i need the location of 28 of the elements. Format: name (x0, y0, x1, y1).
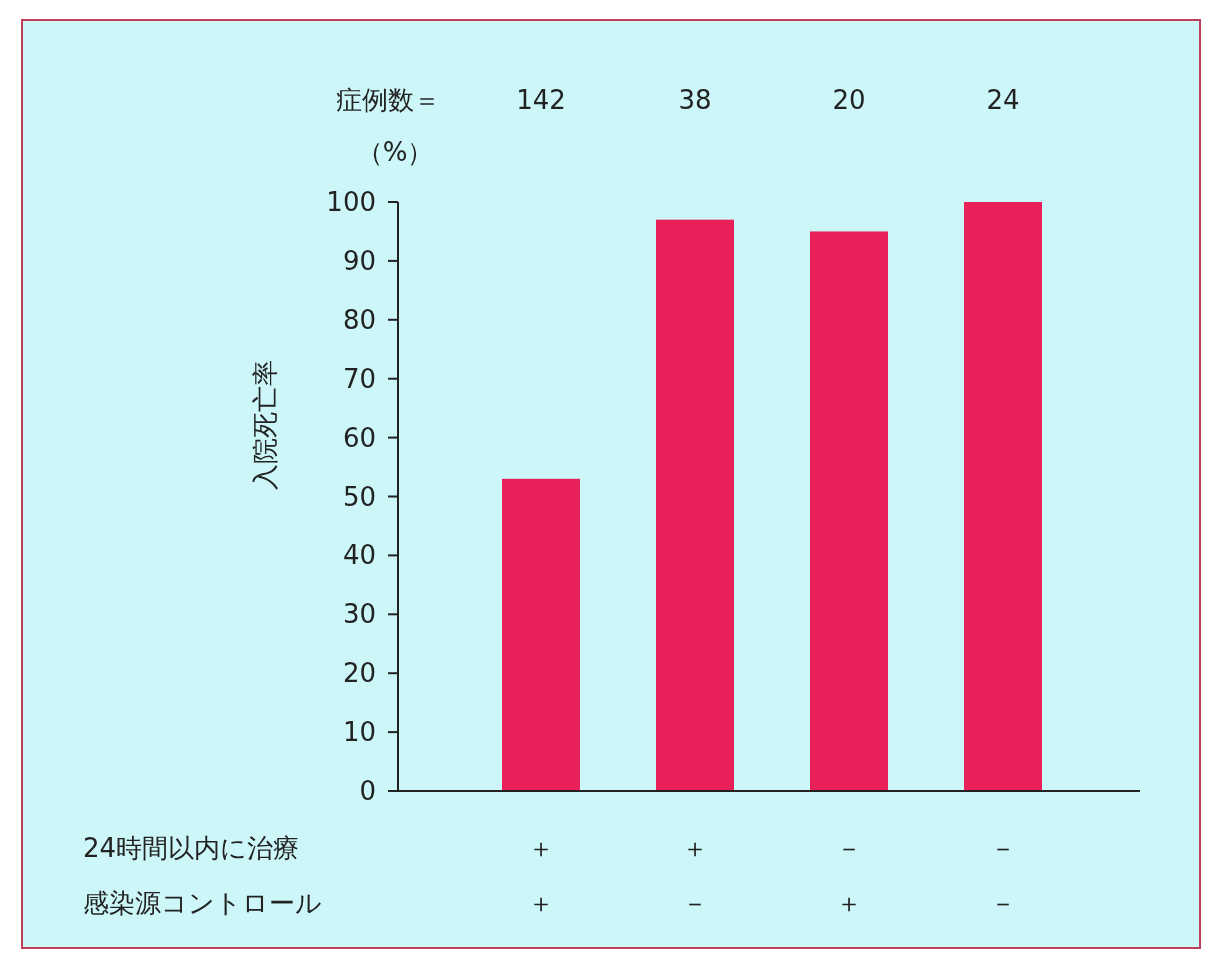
bar (656, 219, 734, 791)
text: 20 (832, 85, 866, 115)
y-tick-label: 60 (342, 422, 376, 453)
y-tick-label: 70 (342, 363, 376, 394)
y-tick-label: 30 (342, 599, 376, 630)
text: 142 (516, 85, 566, 115)
x-tick-label: ＋－ (682, 833, 708, 918)
text: 38 (678, 85, 712, 115)
text: 24 (986, 85, 1020, 115)
y-tick-label: 40 (342, 540, 376, 571)
y-tick-label: 0 (359, 776, 376, 806)
y-tick-label: 90 (342, 245, 376, 276)
y-tick-label: 50 (342, 481, 376, 512)
x-tick-label: －－ (990, 833, 1016, 918)
y-tick-label: 80 (342, 304, 376, 335)
text: 症例数＝ (336, 85, 440, 115)
x-tick-label: ＋＋ (528, 833, 554, 918)
bar (502, 478, 580, 791)
text: （%） (356, 137, 434, 167)
y-tick-label: 20 (342, 658, 376, 689)
text: 24時間以内に治療 (83, 833, 300, 863)
bar (810, 231, 888, 791)
y-tick-label: 10 (342, 717, 376, 748)
x-tick-label: －＋ (836, 833, 862, 918)
text: 感染源コントロール (83, 888, 322, 918)
y-tick-label: 100 (326, 187, 376, 217)
y-axis-title: 入院死亡率 (250, 360, 280, 490)
bar (964, 202, 1042, 791)
